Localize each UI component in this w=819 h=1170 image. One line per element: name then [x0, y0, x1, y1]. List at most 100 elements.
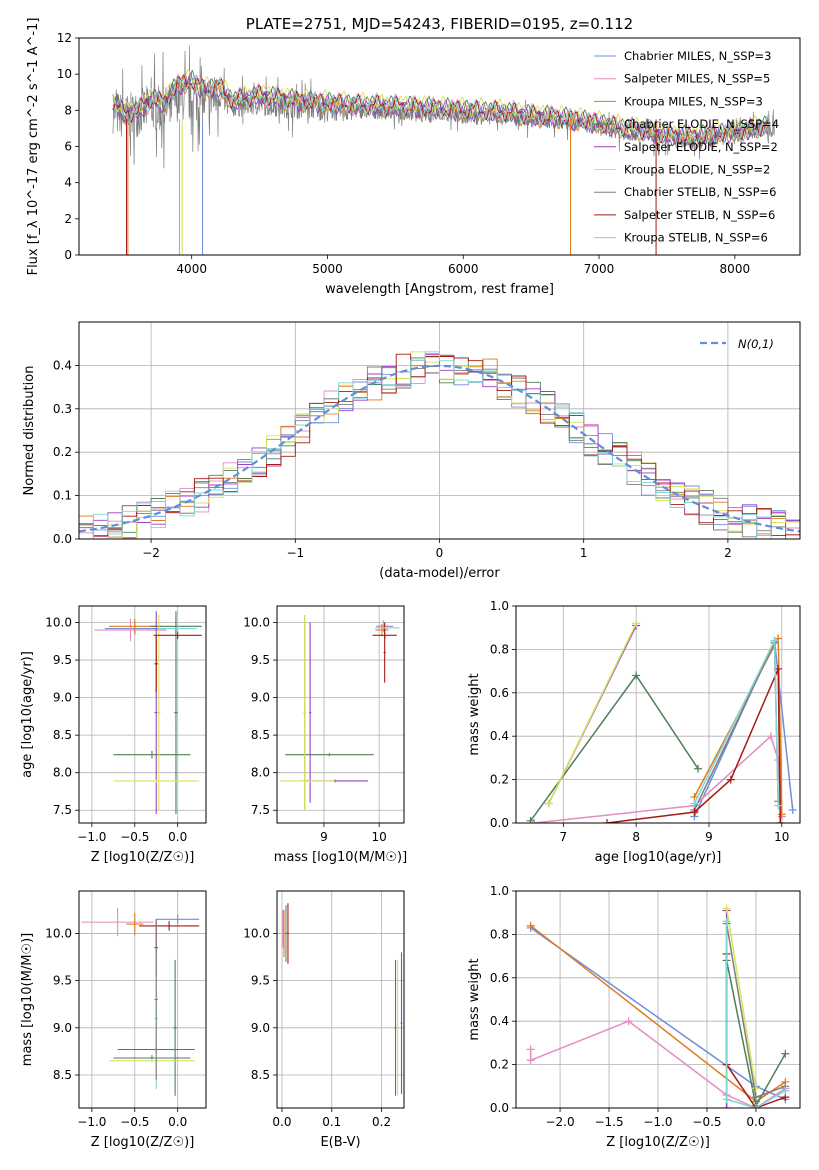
data-point-salpeter_miles — [526, 1056, 535, 1065]
panel-residual-distribution: −2 −1 0 1 2 0.0 0.1 0.2 0.3 0.4 (data-model)/error… — [22, 321, 801, 581]
y-tick-label: 10.0 — [45, 616, 72, 630]
data-point-chabrier_elodie — [694, 764, 703, 773]
y-axis-label: Flux [f_λ 10^-17 erg cm^-2 s^-1 A^-1] — [26, 18, 41, 276]
data-point-kroupa_miles — [774, 634, 783, 643]
x-tick-label: 1 — [580, 546, 588, 560]
x-tick-label: 4000 — [176, 262, 207, 276]
y-tick-label: 6 — [64, 140, 72, 154]
data-point-kroupa_elodie — [722, 904, 731, 913]
data-point-kroupa_miles — [777, 810, 786, 819]
panel-mass-weight-vs-metallicity: −2.0 −1.5 −1.0 −0.5 0.0 0.0 0.2 0.4 0.6 0.8 1.0 Z [… — [467, 884, 801, 1150]
legend-entry: Salpeter ELODIE, N_SSP=2 — [624, 140, 778, 154]
mass-weight-line-kroupa_elodie — [725, 908, 757, 1089]
plot-frame — [515, 605, 801, 824]
y-tick-label: 9.0 — [53, 691, 72, 705]
x-tick-label: 0.0 — [168, 1115, 187, 1129]
panel-mass-vs-ebv: 0.0 0.1 0.2 8.5 9.0 9.5 10.0 E(B-V) — [243, 890, 405, 1150]
mass-weight-line-chabrier_stelib — [693, 642, 779, 811]
x-tick-label: −0.5 — [692, 1115, 721, 1129]
data-point-kroupa_stelib — [774, 801, 783, 810]
y-tick-label: 10.0 — [243, 926, 270, 940]
y-tick-label: 0.8 — [490, 642, 509, 656]
legend-entry: N(0,1) — [738, 337, 774, 351]
x-axis-label: Z [log10(Z/Z☉)] — [91, 850, 195, 865]
y-axis-label: Normed distribution — [22, 366, 37, 496]
x-tick-label: 0.0 — [746, 1115, 765, 1129]
x-tick-label: 9 — [705, 830, 713, 844]
data-point-kroupa_stelib — [751, 1104, 760, 1108]
y-tick-label: 10.0 — [243, 616, 270, 630]
x-tick-label: 6000 — [448, 262, 479, 276]
y-tick-label: 0.2 — [490, 773, 509, 787]
x-tick-label: −2.0 — [545, 1115, 574, 1129]
y-tick-label: 9.0 — [251, 691, 270, 705]
y-tick-label: 9.5 — [53, 974, 72, 988]
data-point-salpeter_elodie — [722, 1104, 731, 1108]
data-point-salpeter_miles — [624, 1017, 633, 1026]
x-tick-label: −1.5 — [594, 1115, 623, 1129]
legend-entry: Kroupa ELODIE, N_SSP=2 — [624, 163, 770, 177]
x-tick-label: 8000 — [720, 262, 751, 276]
panel-spectrum-plot: 4000 5000 6000 7000 8000 0 2 4 6 8 10 12 wavelength … — [26, 15, 801, 297]
data-point-kroupa_stelib — [722, 917, 731, 926]
plot-frame — [78, 605, 207, 824]
x-tick-label: 7 — [560, 830, 568, 844]
plot-frame — [515, 890, 801, 1109]
data-point-kroupa_elodie — [544, 799, 553, 808]
x-tick-label: 0 — [436, 546, 444, 560]
y-tick-label: 8.5 — [251, 1068, 270, 1082]
x-tick-label: 0.0 — [168, 830, 187, 844]
model-spectrum-kroupa_stelib — [112, 75, 769, 148]
x-axis-label: age [log10(age/yr)] — [595, 850, 722, 865]
x-tick-label: −1.0 — [643, 1115, 672, 1129]
x-tick-label: −1 — [286, 546, 304, 560]
x-tick-label: −1.0 — [77, 1115, 106, 1129]
y-tick-label: 4 — [64, 176, 72, 190]
y-tick-label: 0.4 — [490, 1014, 509, 1028]
x-tick-label: 5000 — [312, 262, 343, 276]
y-tick-label: 8.0 — [251, 766, 270, 780]
model-spectrum-salpeter_stelib — [112, 75, 769, 146]
data-point-kroupa_stelib — [690, 799, 699, 808]
data-point-kroupa_miles — [526, 921, 535, 930]
y-tick-label: 10 — [57, 67, 72, 81]
legend-entry: Chabrier ELODIE, N_SSP=4 — [624, 117, 779, 131]
y-tick-label: 7.5 — [53, 803, 72, 817]
plot-frame — [276, 605, 405, 824]
y-tick-label: 9.5 — [53, 653, 72, 667]
data-point-salpeter_stelib — [726, 775, 735, 784]
data-point-kroupa_stelib — [722, 1095, 731, 1104]
data-point-chabrier_elodie — [526, 816, 535, 823]
panel-mass-vs-metallicity: −1.0 −0.5 0.0 8.5 9.0 9.5 10.0 Z [log10(Z/Z☉)] m… — [20, 890, 207, 1150]
y-tick-label: 8.5 — [53, 1068, 72, 1082]
y-tick-label: 9.0 — [53, 1021, 72, 1035]
y-axis-label: mass weight — [467, 673, 482, 755]
data-point-kroupa_stelib — [781, 1086, 790, 1095]
y-tick-label: 0.6 — [490, 971, 509, 985]
y-tick-label: 9.0 — [251, 1021, 270, 1035]
x-axis-label: (data-model)/error — [379, 566, 500, 581]
x-tick-label: −2 — [142, 546, 160, 560]
x-tick-label: −0.5 — [120, 1115, 149, 1129]
plot-frame — [78, 890, 207, 1109]
data-point-kroupa_stelib — [770, 636, 779, 645]
x-axis-label: Z [log10(Z/Z☉)] — [91, 1135, 195, 1150]
y-tick-label: 10.0 — [45, 926, 72, 940]
x-tick-label: −0.5 — [120, 830, 149, 844]
legend-entry: Salpeter STELIB, N_SSP=6 — [624, 208, 775, 222]
mass-weight-line-kroupa_elodie — [548, 623, 637, 804]
x-axis-label: E(B-V) — [320, 1135, 360, 1150]
data-point-kroupa_elodie — [632, 619, 641, 628]
mass-weight-line-salpeter_stelib — [606, 668, 782, 823]
y-tick-label: 0.3 — [53, 402, 72, 416]
y-tick-label: 7.5 — [251, 803, 270, 817]
legend-entry: Salpeter MILES, N_SSP=5 — [624, 72, 770, 86]
y-axis-label: mass weight — [467, 958, 482, 1040]
data-point-salpeter_stelib — [776, 819, 785, 823]
data-point-chabrier_elodie — [632, 671, 641, 680]
model-spectrum-kroupa_miles — [112, 75, 769, 149]
y-tick-label: 0.2 — [53, 445, 72, 459]
histogram-kroupa_stelib — [79, 351, 800, 539]
y-tick-label: 0 — [64, 248, 72, 262]
y-tick-label: 0.1 — [53, 489, 72, 503]
